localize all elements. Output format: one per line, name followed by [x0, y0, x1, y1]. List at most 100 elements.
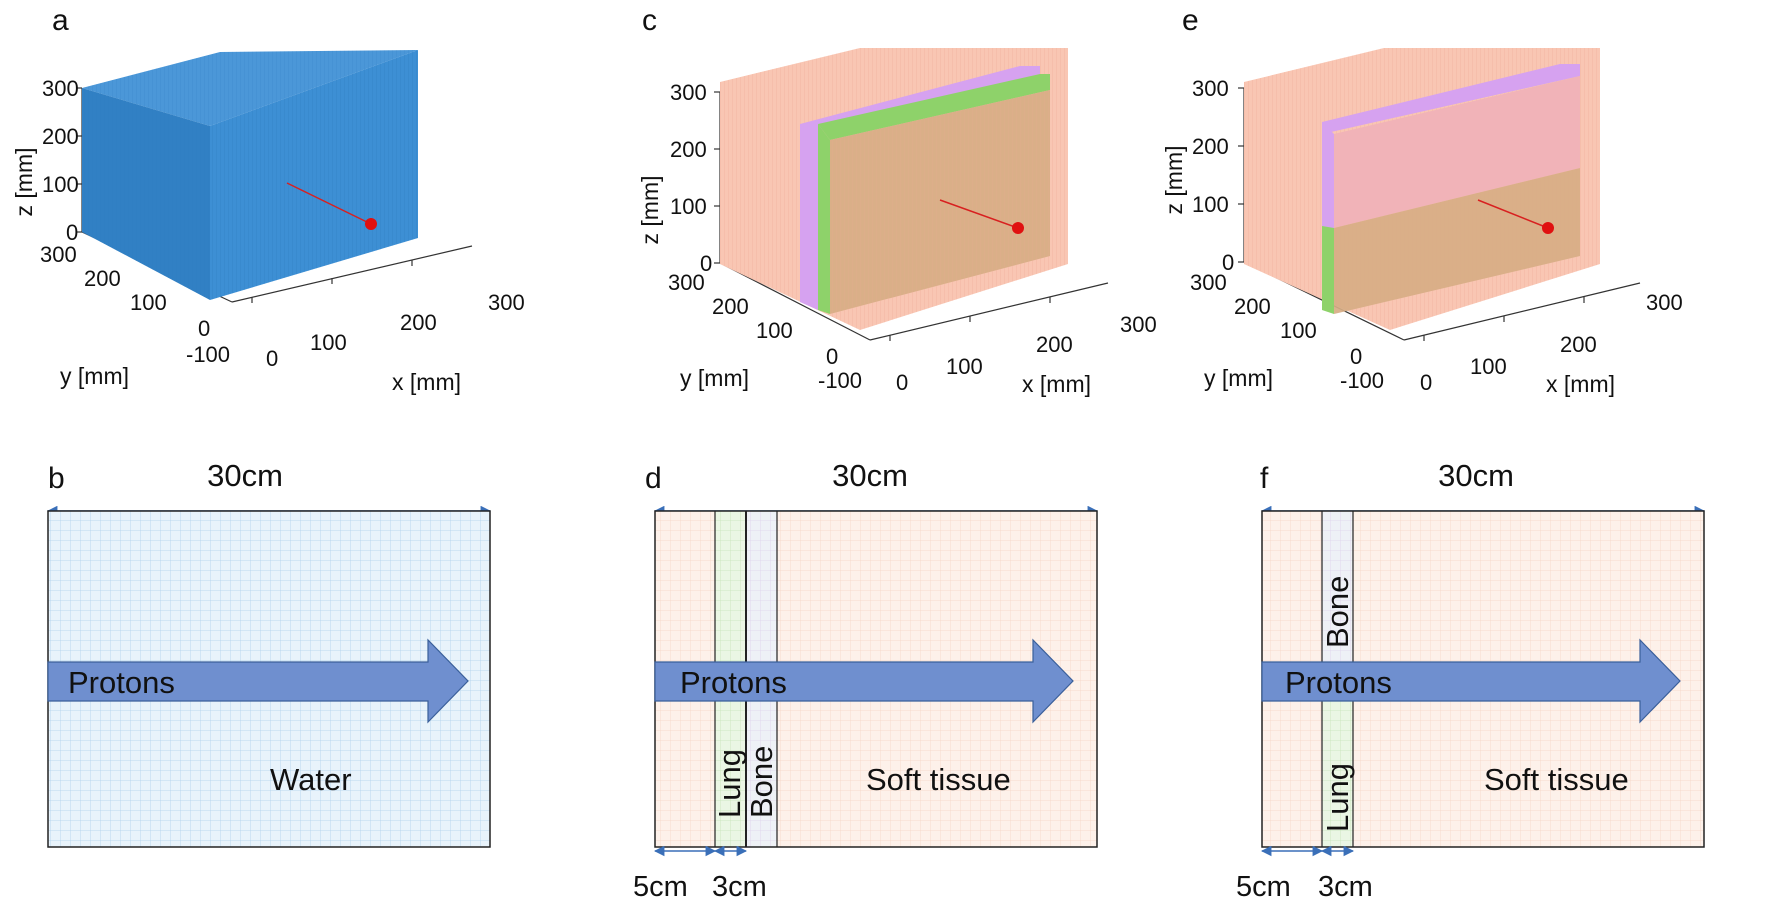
x-tick: 200 [1560, 332, 1597, 357]
y-axis-label: y [mm] [680, 365, 749, 391]
width-label: 30cm [832, 458, 908, 493]
z-tick: 100 [42, 172, 79, 197]
panel-letter-d: d [645, 462, 662, 495]
panel-b: b 30cm Protons Water [46, 458, 492, 848]
z-axis-label: z [mm] [637, 176, 663, 245]
panel-d: d 30cm Protons Lung Bone Soft tissue 5cm… [633, 458, 1099, 903]
y-tick: 300 [1190, 270, 1227, 295]
x-tick: 100 [946, 354, 983, 379]
water-label: Water [270, 762, 352, 797]
x-tick: 0 [896, 370, 908, 395]
x-tick: 300 [1646, 290, 1683, 315]
z-tick: 200 [1192, 134, 1229, 159]
y-tick: 300 [40, 242, 77, 267]
width-label: 30cm [207, 458, 283, 493]
panel-letter-a: a [52, 4, 69, 37]
y-axis-label: y [mm] [1204, 365, 1273, 391]
lung-label: Lung [712, 749, 747, 818]
x-tick: 0 [266, 346, 278, 371]
x-tick: 300 [1120, 312, 1157, 337]
panel-letter-b: b [48, 462, 65, 495]
panel-f: f 30cm Protons Bone Lung Soft tissue 5cm… [1236, 458, 1706, 903]
beam-dot [1012, 222, 1024, 234]
y-tick: 100 [130, 290, 167, 315]
beam-dot [365, 218, 377, 230]
z-axis-label: z [mm] [11, 148, 37, 217]
beam-line [939, 199, 1019, 229]
water-cube-top-grid [82, 50, 418, 126]
z-tick: 200 [670, 137, 707, 162]
panel-letter-c: c [642, 4, 657, 37]
tissue-front-face [1334, 168, 1580, 314]
protons-arrow [1261, 638, 1681, 724]
x-tick: 200 [1036, 332, 1073, 357]
bone-slab [1322, 64, 1580, 134]
z-tick: 100 [1192, 192, 1229, 217]
x-tick: 100 [1470, 354, 1507, 379]
z-tick: 0 [1222, 250, 1234, 275]
water-cube-front-grid [210, 50, 418, 300]
protons-arrow [654, 638, 1074, 724]
x-tick: 300 [488, 290, 525, 315]
lung-grid [1322, 679, 1353, 847]
lung-slab-side [818, 124, 830, 314]
panel-letter-e: e [1182, 4, 1199, 37]
beam-line [1477, 199, 1549, 229]
y-tick: 200 [712, 294, 749, 319]
panel-c: c 300 200 100 0 z [mm] 300 200 100 0 -10… [637, 4, 1157, 397]
y-tick: 300 [668, 270, 705, 295]
panel-a: a 300 200 100 0 z [mm] 300 200 100 0 -10… [11, 4, 525, 395]
water-cube-left-grid [82, 88, 210, 300]
z-tick: 0 [700, 251, 712, 276]
x-tick: 0 [1420, 370, 1432, 395]
y-axis-label: y [mm] [60, 363, 129, 389]
offset-label: 5cm [633, 871, 688, 903]
soft-tissue-label: Soft tissue [1484, 762, 1629, 797]
thickness-label: 3cm [712, 871, 767, 903]
bone-slab-side [800, 124, 818, 310]
y-tick: 200 [84, 266, 121, 291]
x-axis-label: x [mm] [1546, 371, 1615, 397]
panel-letter-f: f [1260, 462, 1269, 495]
bone-slab-side [1322, 122, 1334, 230]
y-tick: 100 [1280, 318, 1317, 343]
bone-label: Bone [744, 746, 779, 818]
beam-line [286, 182, 372, 225]
width-label: 30cm [1438, 458, 1514, 493]
y-tick: -100 [1340, 368, 1384, 393]
z-tick: 200 [42, 124, 79, 149]
z-axis-label: z [mm] [1161, 146, 1187, 215]
protons-label: Protons [680, 665, 787, 700]
lung-slab-side [1322, 226, 1334, 314]
protons-arrow [47, 638, 469, 724]
z-tick: 0 [66, 220, 78, 245]
bone-front-face [1334, 76, 1580, 228]
x-tick: 100 [310, 330, 347, 355]
y-tick: -100 [818, 368, 862, 393]
z-tick: 100 [670, 194, 707, 219]
offset-label: 5cm [1236, 871, 1291, 903]
beam-dot [1542, 222, 1554, 234]
y-tick: 200 [1234, 294, 1271, 319]
bone-grid [1322, 511, 1353, 679]
z-tick: 300 [670, 80, 707, 105]
y-tick: 0 [826, 344, 838, 369]
y-tick: 0 [198, 316, 210, 341]
thickness-label: 3cm [1318, 871, 1373, 903]
z-tick: 300 [1192, 76, 1229, 101]
bone-label: Bone [1320, 576, 1355, 648]
tissue-front-grid [830, 90, 1050, 314]
x-axis-label: x [mm] [1022, 371, 1091, 397]
y-tick: 100 [756, 318, 793, 343]
protons-label: Protons [1285, 665, 1392, 700]
lung-slab [818, 74, 1050, 140]
z-tick: 300 [42, 76, 79, 101]
x-axis-label: x [mm] [392, 369, 461, 395]
y-tick: -100 [186, 342, 230, 367]
y-tick: 0 [1350, 344, 1362, 369]
soft-tissue-label: Soft tissue [866, 762, 1011, 797]
protons-label: Protons [68, 665, 175, 700]
lung-label: Lung [1320, 763, 1355, 832]
x-tick: 200 [400, 310, 437, 335]
